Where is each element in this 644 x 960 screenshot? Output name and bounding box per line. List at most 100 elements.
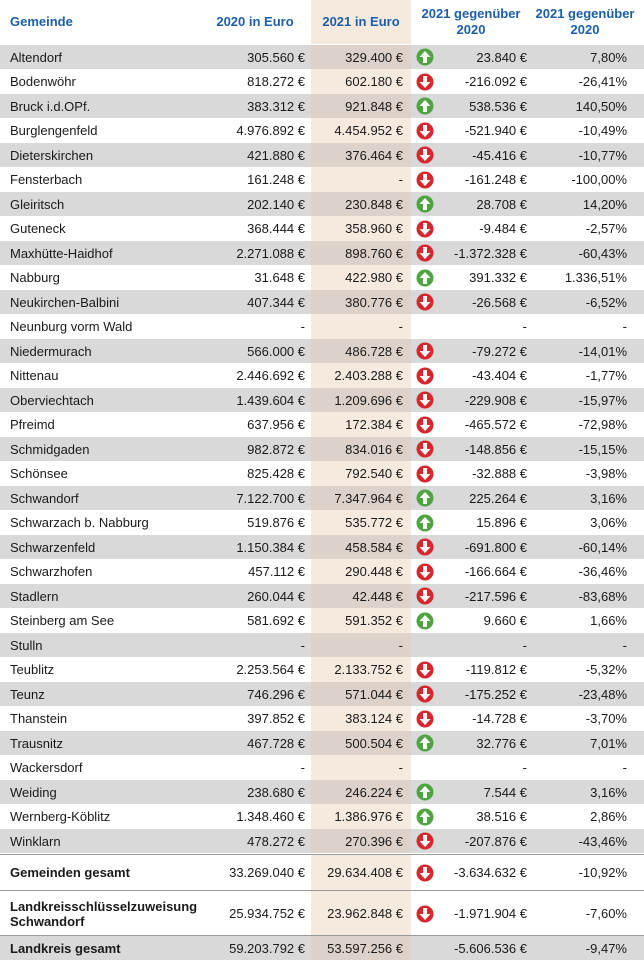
cell-text: Gleiritsch [10, 196, 65, 212]
trend-arrow-down [416, 538, 434, 556]
tint [311, 779, 411, 805]
table-row: Altendorf 305.560 € 329.400 € 23.840 € 7,80% [0, 44, 644, 70]
label-line: Landkreis gesamt [10, 941, 121, 956]
cell-text: 38.516 € [476, 809, 527, 824]
cell-text: 825.428 € [247, 466, 305, 481]
cell-text: 329.400 € [345, 49, 403, 65]
cell-text: 15.896 € [476, 515, 527, 530]
tint [311, 216, 411, 241]
tint [311, 412, 411, 437]
cell-text: -3,70% [585, 711, 627, 726]
cell-text: 31.648 € [254, 270, 305, 285]
cell-text: 2,86% [590, 809, 627, 824]
cell-text: 1.150.384 € [236, 539, 305, 555]
table-row: Nabburg 31.648 € 422.980 € 391.332 € 1.336,5… [0, 265, 644, 290]
table-row: Oberviechtach 1.439.604 € 1.209.696 € -229.… [0, 387, 644, 413]
cell-text: Nabburg [10, 270, 60, 285]
cell-text: Maxhütte-Haidhof [10, 245, 113, 261]
cell-text: 421.880 € [247, 147, 305, 163]
trend-arrow-down [416, 661, 434, 678]
table-row: Bruck i.d.OPf. 383.312 € 921.848 € 538.536 … [0, 93, 644, 119]
table-row: Bodenwöhr 818.272 € 602.180 € -216.092 € -26… [0, 69, 644, 94]
cell-text: -79.272 € [472, 343, 527, 359]
cell-text: Burglengenfeld [10, 123, 98, 138]
label-line: Schwandorf [10, 913, 85, 929]
cell-text: 3,16% [590, 784, 627, 800]
cell-text: 7.122.700 € [236, 490, 305, 506]
cell-text: Dieterskirchen [10, 147, 94, 163]
cell-text: 230.848 € [345, 196, 403, 212]
cell-text: 3,06% [590, 515, 627, 530]
cell-text: Bodenwöhr [10, 74, 76, 89]
cell-text: - [300, 760, 305, 775]
column-header: 2021 in Euro [322, 14, 400, 29]
table-row: Pfreimd 637.956 € 172.384 € -465.572 € -72,9… [0, 412, 644, 437]
table-row: Thanstein 397.852 € 383.124 € -14.728 € -3,7… [0, 706, 644, 731]
total-row: Landkreisschlüsselzuweisung Schwandorf 25.… [0, 890, 644, 936]
cell-text: Stadlern [10, 588, 59, 604]
cell-text: -148.856 € [464, 441, 527, 457]
cell-text: -43.404 € [472, 368, 527, 383]
trend-arrow-down [416, 832, 434, 850]
tint [311, 69, 411, 94]
cell-text: -100,00% [571, 172, 627, 187]
tint [311, 608, 411, 633]
cell-text: Stulln [10, 637, 43, 653]
cell-text: -207.876 € [464, 833, 527, 849]
tint [311, 706, 411, 731]
cell-label: Landkreis gesamt [10, 936, 220, 960]
cell-text: 571.044 € [345, 686, 403, 702]
trend-arrow-down [416, 244, 434, 262]
cell-text: 32.776 € [476, 735, 527, 751]
cell-text: -1.372.328 € [453, 245, 527, 261]
tint [311, 314, 411, 339]
tint [311, 387, 411, 413]
tint [311, 338, 411, 364]
cell-text: Schwandorf [10, 490, 79, 506]
tint [311, 93, 411, 119]
cell-text: 238.680 € [247, 784, 305, 800]
cell-label: Gemeinden gesamt [10, 855, 220, 892]
trend-arrow-down [416, 864, 434, 882]
cell-text: -10,49% [578, 123, 627, 138]
cell-text: Trausnitz [10, 735, 63, 751]
cell-text: 1.348.460 € [236, 809, 305, 824]
tint [311, 118, 411, 143]
trend-arrow-down [416, 293, 434, 311]
cell-text: -83,68% [578, 588, 627, 604]
tint [311, 485, 411, 511]
cell-text: 982.872 € [247, 441, 305, 457]
cell-text: Teublitz [10, 662, 55, 677]
cell-text: Schwarzach b. Nabburg [10, 515, 149, 530]
cell-text: Teunz [10, 686, 45, 702]
cell-text: - [622, 637, 627, 653]
cell-text: 458.584 € [345, 539, 403, 555]
cell-text: 25.934.752 € [229, 906, 305, 921]
cell-text: 358.960 € [345, 221, 403, 236]
cell-text: Weiding [10, 784, 57, 800]
cell-text: -166.664 € [464, 564, 527, 579]
cell-text: 397.852 € [247, 711, 305, 726]
cell-text: 422.980 € [345, 270, 403, 285]
cell-text: - [398, 637, 403, 653]
cell-text: 7,01% [590, 735, 627, 751]
column-header: 2021 gegenüber 2020 [535, 6, 635, 37]
cell-text: -14,01% [578, 343, 627, 359]
cell-text: 407.344 € [247, 294, 305, 310]
cell-text: 1.209.696 € [334, 392, 403, 408]
cell-text: Bruck i.d.OPf. [10, 98, 91, 114]
tint [311, 240, 411, 266]
table-row: Neunburg vorm Wald - - - - [0, 314, 644, 339]
trend-arrow-down [416, 73, 434, 90]
tint [311, 534, 411, 560]
cell-text: - [398, 319, 403, 334]
cell-text: 2.403.288 € [334, 368, 403, 383]
trend-arrow-up [416, 783, 434, 801]
cell-text: 792.540 € [345, 466, 403, 481]
cell-text: 486.728 € [345, 343, 403, 359]
table-row: Niedermurach 566.000 € 486.728 € -79.272 € -… [0, 338, 644, 364]
cell-text: 3,16% [590, 490, 627, 506]
cell-text: -23,48% [578, 686, 627, 702]
cell-text: -10,77% [578, 147, 627, 163]
